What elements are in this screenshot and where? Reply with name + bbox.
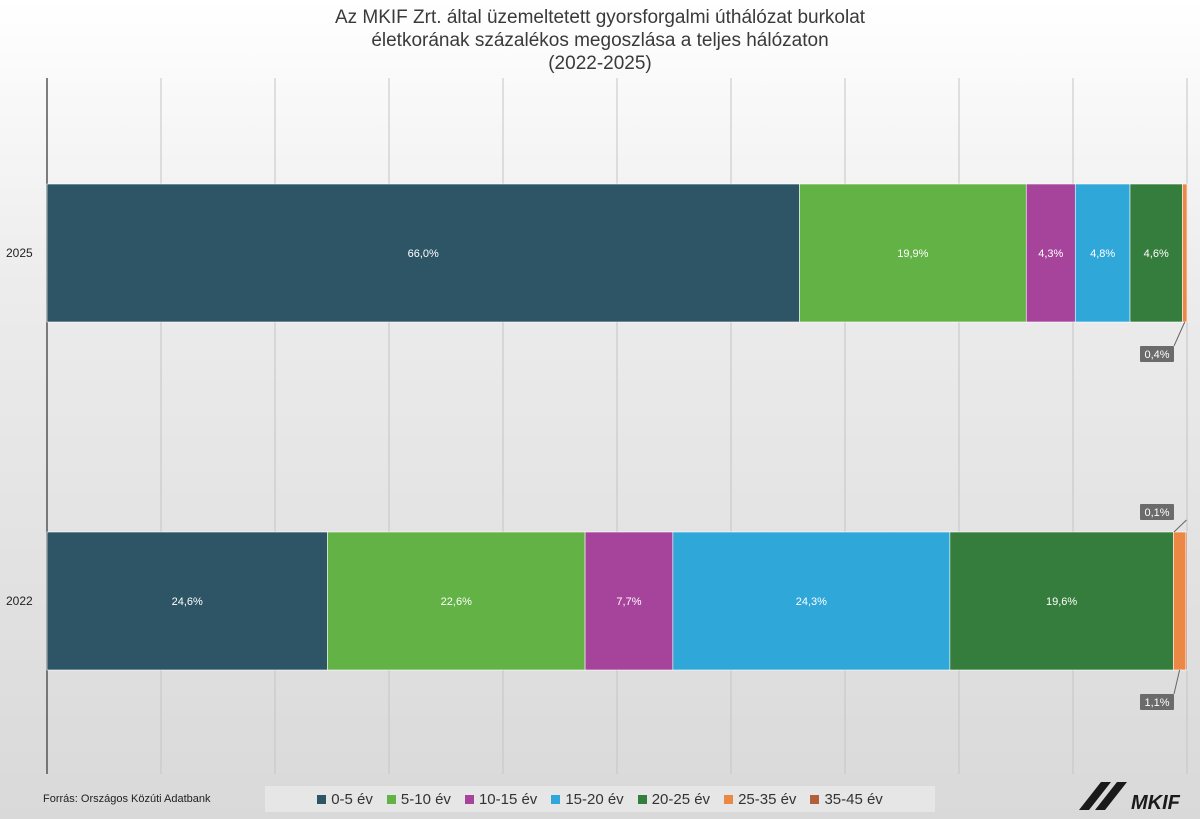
data-label: 4,3% <box>1038 248 1063 260</box>
data-label: 7,7% <box>616 596 641 608</box>
legend-label: 20-25 év <box>651 790 711 808</box>
callout-line <box>1173 321 1186 347</box>
chart-title-line-1: Az MKIF Zrt. által üzemeltetett gyorsfor… <box>334 7 866 28</box>
legend-label: 25-35 év <box>738 790 797 808</box>
legend-label: 35-45 év <box>824 790 883 808</box>
chart-title-line-2: életkorának százalékos megoszlása a telj… <box>371 30 829 51</box>
legend-label: 5-10 év <box>400 790 451 808</box>
legend-swatch <box>724 794 734 804</box>
legend-swatch <box>464 794 474 804</box>
legend-label: 15-20 év <box>565 790 624 808</box>
data-label: 22,6% <box>441 596 472 608</box>
callout-box <box>1140 346 1174 362</box>
logo-text: MKIF <box>1131 792 1181 814</box>
callout-box <box>1140 504 1174 520</box>
chart-title-line-3: (2022-2025) <box>548 53 652 74</box>
legend-label: 0-5 év <box>331 790 373 808</box>
legend-item: 20-25 év <box>637 790 711 808</box>
bar-segment <box>1185 531 1188 671</box>
bar-segment <box>799 183 1027 323</box>
mkif-logo: MKIF <box>1079 782 1181 814</box>
bar-segment <box>1074 183 1131 323</box>
bar-segment <box>584 531 674 671</box>
category-label: 2025 <box>6 246 33 260</box>
data-label: 4,6% <box>1144 248 1169 260</box>
legend-swatch <box>551 794 561 804</box>
bar-segment <box>46 531 328 671</box>
legend-swatch <box>810 794 820 804</box>
legend-item: 0-5 év <box>317 791 373 808</box>
legend-item: 10-15 év <box>464 790 538 808</box>
legend-item: 25-35 év <box>724 791 796 808</box>
source-note: Forrás: Országos Közúti Adatbank <box>43 793 211 805</box>
data-label: 19,9% <box>897 248 928 260</box>
data-label: 4,8% <box>1090 248 1115 260</box>
bar-segment <box>1025 183 1076 323</box>
callout-line <box>1173 669 1181 695</box>
legend-swatch <box>386 794 396 804</box>
legend-label: 10-15 év <box>478 790 538 808</box>
data-label: 24,3% <box>796 596 827 608</box>
legend: 0-5 év 5-10 év 10-15 év 15-20 év 20-25 év 25-… <box>265 786 935 812</box>
data-label: 19,6% <box>1046 596 1077 608</box>
legend-item: 35-45 év <box>810 790 883 808</box>
legend-item: 5-10 év <box>386 790 451 808</box>
callout-line <box>1173 519 1187 533</box>
bar-segment <box>1182 183 1188 323</box>
callout-label: 0,4% <box>1144 349 1169 361</box>
data-label: 24,6% <box>172 596 203 608</box>
bar-segment <box>327 531 586 671</box>
bar-segment <box>46 183 800 323</box>
callout-box <box>1140 694 1174 710</box>
data-label: 66,0% <box>408 248 439 260</box>
callout-label: 1,1% <box>1144 697 1169 709</box>
legend-swatch <box>637 794 647 804</box>
callout-label: 0,1% <box>1144 507 1169 519</box>
bar-segment <box>1173 531 1187 671</box>
bar-segment <box>1129 183 1183 323</box>
chart-title: Az MKIF Zrt. által üzemeltetett gyorsfor… <box>0 6 1200 75</box>
bar-segment <box>672 531 951 671</box>
legend-item: 15-20 év <box>551 790 624 808</box>
legend-swatch <box>317 794 327 804</box>
category-label: 2022 <box>6 594 33 608</box>
